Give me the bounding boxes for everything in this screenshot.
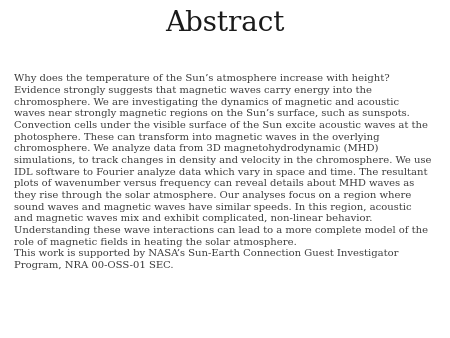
Text: Why does the temperature of the Sun’s atmosphere increase with height?
Evidence : Why does the temperature of the Sun’s at… <box>14 74 431 270</box>
Text: Abstract: Abstract <box>165 10 285 37</box>
